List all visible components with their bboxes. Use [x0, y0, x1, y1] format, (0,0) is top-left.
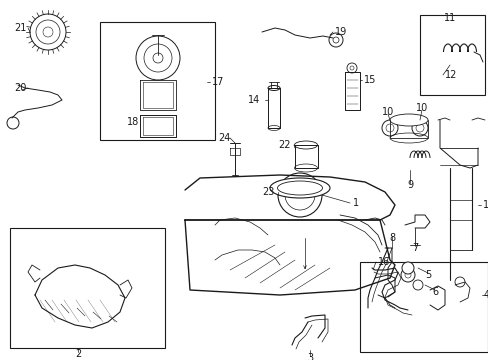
Circle shape: [412, 280, 422, 290]
Text: 15: 15: [363, 75, 376, 85]
Text: 14: 14: [247, 95, 260, 105]
Text: 1: 1: [352, 198, 358, 208]
Text: 13: 13: [482, 200, 488, 210]
Circle shape: [153, 53, 163, 63]
Circle shape: [30, 14, 66, 50]
Text: 18: 18: [127, 117, 139, 127]
Ellipse shape: [267, 85, 280, 90]
Circle shape: [381, 120, 397, 136]
Text: 9: 9: [406, 180, 412, 190]
Text: 20: 20: [14, 83, 26, 93]
Ellipse shape: [269, 178, 329, 198]
Text: 17: 17: [212, 77, 224, 87]
Bar: [10, 228, 164, 348]
Text: 3: 3: [306, 353, 312, 360]
Ellipse shape: [294, 141, 317, 149]
Text: 2: 2: [75, 349, 81, 359]
Text: 4: 4: [483, 290, 488, 300]
Text: 22: 22: [278, 140, 290, 150]
Circle shape: [278, 173, 321, 217]
Text: 8: 8: [388, 233, 394, 243]
Text: 24: 24: [218, 133, 230, 143]
Text: 16: 16: [377, 257, 389, 267]
Bar: [100, 22, 215, 140]
Circle shape: [401, 262, 413, 274]
Text: 5: 5: [424, 270, 430, 280]
Text: 10: 10: [415, 103, 427, 113]
Circle shape: [332, 37, 338, 43]
Text: 6: 6: [431, 287, 437, 297]
Text: 7: 7: [411, 243, 417, 253]
Circle shape: [136, 36, 180, 80]
Text: 12: 12: [444, 70, 456, 80]
Circle shape: [346, 63, 356, 73]
Text: 19: 19: [334, 27, 346, 37]
Text: 21: 21: [14, 23, 26, 33]
Circle shape: [400, 268, 414, 282]
Text: 23: 23: [262, 187, 274, 197]
Text: 11: 11: [443, 13, 455, 23]
Ellipse shape: [389, 114, 427, 126]
Bar: [419, 15, 484, 95]
Text: 10: 10: [381, 107, 393, 117]
Bar: [359, 262, 487, 352]
Circle shape: [411, 120, 427, 136]
